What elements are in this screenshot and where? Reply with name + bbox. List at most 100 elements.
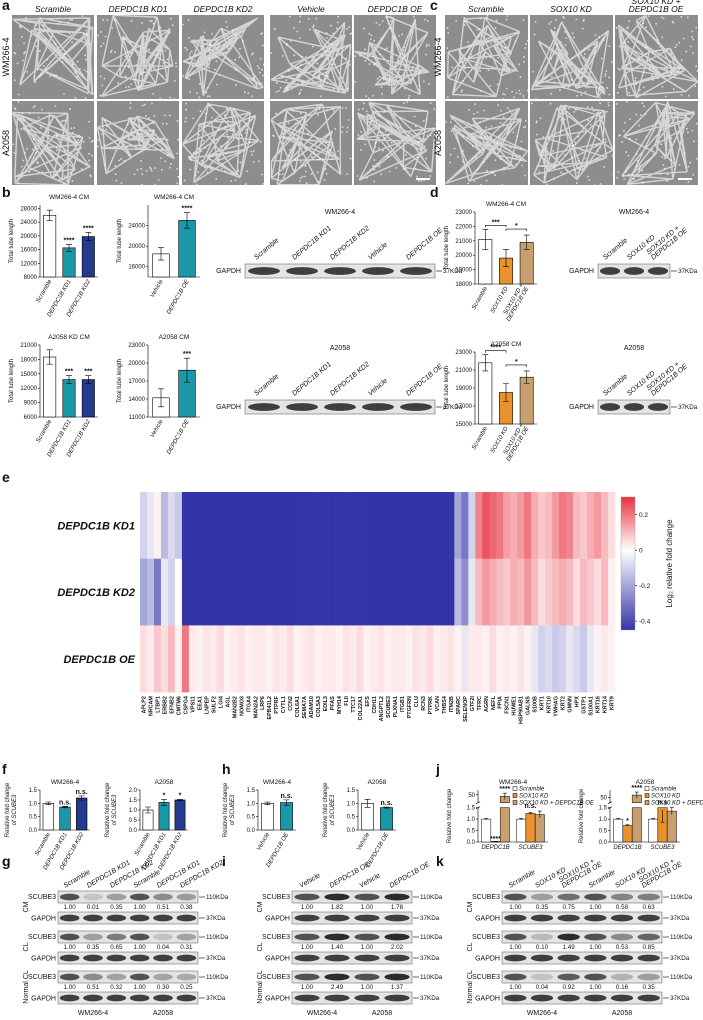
heatmap-cell bbox=[237, 492, 246, 559]
heatmap-cell bbox=[293, 492, 301, 559]
heatmap-cell bbox=[433, 492, 441, 559]
chart-title: A2058 KD CM bbox=[48, 334, 90, 341]
heatmap-cell bbox=[356, 625, 364, 693]
size-marker: 110KDa bbox=[420, 894, 443, 901]
micrograph bbox=[270, 101, 352, 185]
quantification: 1.00 bbox=[301, 984, 314, 991]
heatmap-cell bbox=[370, 625, 378, 693]
error-bar bbox=[145, 806, 151, 814]
gene-label: AGRN bbox=[484, 696, 490, 712]
heatmap-cell bbox=[412, 558, 420, 626]
heatmap-cell bbox=[342, 558, 350, 626]
heatmap-cell bbox=[349, 558, 357, 626]
blot-band bbox=[248, 403, 280, 411]
gene-label: FSCN1 bbox=[505, 696, 511, 714]
legend-label: Scramble bbox=[519, 787, 545, 793]
heatmap-cell bbox=[482, 492, 490, 559]
heatmap-cell bbox=[286, 625, 294, 693]
blot-band bbox=[530, 933, 554, 941]
heatmap-cell bbox=[573, 625, 581, 693]
size-marker: 110KDa bbox=[670, 974, 693, 981]
blot-strip bbox=[291, 890, 413, 904]
micrograph bbox=[445, 101, 528, 185]
heatmap-cell bbox=[146, 625, 155, 693]
bar bbox=[81, 379, 95, 418]
quantification: 1.00 bbox=[64, 984, 77, 991]
size-marker: 37KDa bbox=[420, 915, 440, 922]
blot-band bbox=[176, 954, 197, 962]
micrograph bbox=[445, 15, 528, 99]
y-tick-label: 0.0 bbox=[129, 828, 138, 834]
heatmap-cell bbox=[384, 625, 392, 693]
quantification: 0.38 bbox=[180, 904, 193, 911]
y-tick-label: 16000 bbox=[20, 248, 37, 254]
heatmap-cell bbox=[524, 625, 532, 693]
y-axis-label: of SCUBE3 bbox=[112, 794, 118, 825]
error-bar bbox=[519, 818, 524, 820]
heatmap-cell bbox=[545, 625, 553, 693]
y-tick-label: 1.0 bbox=[129, 808, 138, 814]
blot-band bbox=[83, 893, 103, 901]
error-bar bbox=[528, 811, 533, 815]
y-tick-label: 0.0 bbox=[247, 828, 256, 834]
heatmap-cell bbox=[475, 558, 483, 626]
blot-band bbox=[129, 973, 150, 981]
heatmap-cell bbox=[349, 492, 357, 559]
gene-label: CCN2 bbox=[288, 696, 294, 711]
blot-band bbox=[176, 994, 197, 1002]
heatmap-cell bbox=[503, 625, 511, 693]
bar bbox=[43, 214, 57, 278]
colorbar-tick-label: -0.4 bbox=[639, 619, 651, 626]
quantification: 1.78 bbox=[391, 904, 404, 911]
quantification: 1.00 bbox=[134, 904, 147, 911]
blot-band bbox=[354, 933, 380, 941]
y-tick-label: 1.0 bbox=[599, 817, 608, 823]
heatmap-cell bbox=[419, 558, 427, 626]
heatmap-cell bbox=[328, 558, 336, 626]
bracket bbox=[485, 350, 507, 353]
tube-network bbox=[97, 115, 175, 175]
heatmap-cell bbox=[580, 558, 588, 626]
blot-band bbox=[584, 954, 607, 962]
tube-network bbox=[621, 101, 696, 185]
heatmap-cell bbox=[384, 492, 392, 559]
size-marker: 37KDa bbox=[443, 404, 463, 411]
quantification: 1.00 bbox=[134, 984, 147, 991]
heatmap-cell bbox=[328, 625, 336, 693]
blot-title: A2058 bbox=[330, 345, 350, 352]
y-tick-label: 2.0 bbox=[129, 788, 138, 794]
size-marker: 37KDa bbox=[443, 268, 463, 275]
heatmap-cell bbox=[496, 558, 504, 626]
heatmap-cell bbox=[475, 492, 483, 559]
blot-band bbox=[400, 267, 432, 275]
heatmap-cell bbox=[489, 625, 497, 693]
heatmap-cell bbox=[405, 625, 413, 693]
blot-strip bbox=[291, 930, 413, 944]
cells bbox=[183, 102, 264, 185]
gene-label: COL5A3 bbox=[316, 696, 322, 717]
heatmap-cell bbox=[594, 558, 602, 626]
heatmap-cell bbox=[272, 625, 281, 693]
legend-swatch bbox=[644, 786, 650, 791]
heatmap-cell bbox=[244, 625, 253, 693]
quantification: 1.40 bbox=[331, 944, 344, 951]
blot-band bbox=[324, 403, 356, 411]
size-marker: 110KDa bbox=[420, 934, 443, 941]
heatmap-cell bbox=[496, 625, 504, 693]
heatmap-cell bbox=[517, 625, 525, 693]
blot-band bbox=[129, 914, 150, 922]
tube-network bbox=[356, 101, 436, 181]
heatmap-cell bbox=[447, 492, 455, 559]
heatmap-cell bbox=[461, 625, 469, 693]
gene-label: PTPRK bbox=[428, 696, 434, 714]
heatmap-cell bbox=[419, 625, 427, 693]
gene-label: NOMO3 bbox=[239, 696, 245, 716]
heatmap-cell bbox=[307, 625, 315, 693]
blot-band bbox=[384, 954, 410, 962]
bar bbox=[178, 220, 196, 278]
heatmap-cell bbox=[265, 625, 274, 693]
blot-band bbox=[384, 994, 410, 1002]
blot-row-label: SCUBE3 bbox=[28, 934, 56, 941]
heatmap-cell bbox=[503, 492, 511, 559]
blot-band bbox=[59, 933, 80, 941]
